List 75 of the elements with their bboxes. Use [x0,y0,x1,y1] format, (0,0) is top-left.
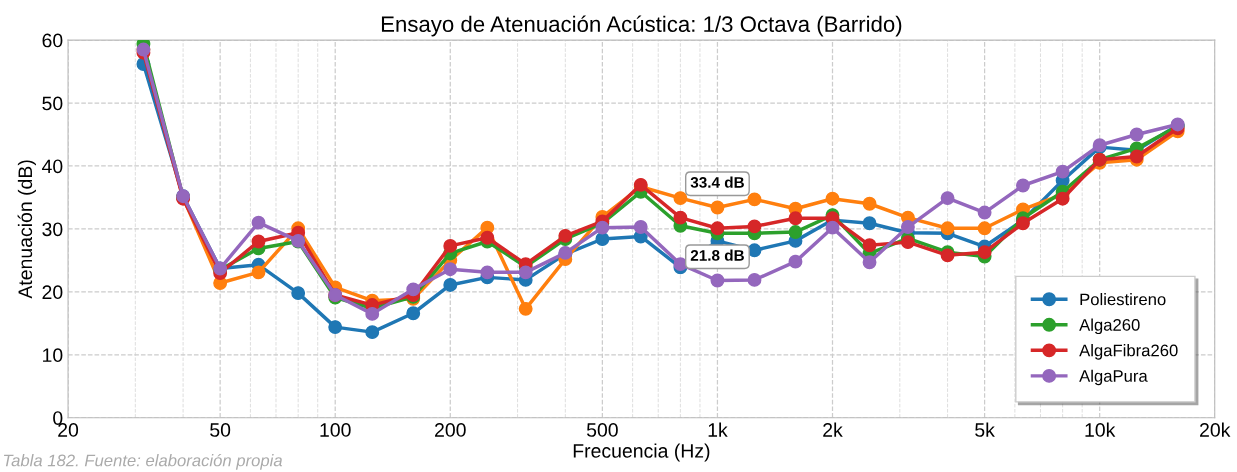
point [1055,164,1070,179]
point [480,265,495,280]
point [1016,178,1030,193]
point [900,220,915,234]
point [633,220,648,234]
point [1129,127,1144,142]
point [710,200,725,215]
x-tick-label: 20k [1200,422,1231,437]
point [328,320,343,335]
point [1055,191,1070,206]
x-tick-label: 2k [823,422,843,437]
annotation: 21.8 dB [690,249,744,261]
point [406,282,421,297]
legend-label: Alga260 [1079,318,1140,335]
point [443,238,458,253]
y-tick-label: 30 [42,222,63,237]
y-tick-label: 10 [43,348,63,363]
y-axis-title: Atenuación (dB) [17,160,36,299]
point [443,262,458,277]
legend-label: Poliestireno [1080,293,1166,306]
point [518,265,533,280]
y-tick-label: 0 [53,411,63,425]
legend-label: AlgaPura [1079,369,1148,386]
legend-label: AlgaFibra260 [1079,344,1178,360]
point [480,230,495,245]
annotation: 33.4 dB [690,176,744,188]
y-tick-label: 40 [41,159,63,174]
y-tick-label: 60 [42,33,63,48]
point [862,196,877,211]
point [977,245,992,260]
point [251,215,266,230]
point [365,306,380,321]
point [673,191,688,206]
chart-title: Ensayo de Atenuación Acústica: 1/3 Octava (Barrido) [381,15,902,37]
point [673,210,688,225]
point [558,228,573,243]
x-tick-label: 10k [1085,422,1116,437]
point [251,234,266,249]
x-tick-label: 100 [320,423,351,437]
y-tick-label: 50 [42,96,63,111]
point [710,221,725,236]
point [862,238,877,253]
point [747,219,762,234]
x-tick-label: 500 [586,423,618,437]
point [940,191,955,206]
point [862,255,877,270]
point [788,211,803,226]
point [862,216,877,231]
point [788,225,803,240]
point [251,265,266,280]
point [518,301,533,316]
point [747,272,762,287]
x-tick-label: 200 [435,423,466,437]
point [825,191,840,206]
point [940,221,955,236]
text: Tabla 182. Fuente: elaboración propia [3,453,283,470]
x-tick-label: 20 [58,423,79,437]
point [825,220,840,235]
point [406,306,421,321]
point [595,220,610,235]
point [365,325,380,340]
point [595,232,610,246]
x-tick-label: 50 [210,423,231,437]
point [977,205,992,220]
point [291,286,306,301]
point [747,192,762,207]
point [977,221,992,236]
point [900,235,915,250]
x-tick-label: 5k [975,422,995,437]
point [443,277,458,292]
y-tick-label: 20 [42,285,63,300]
x-tick-label: 1k [708,422,728,437]
x-axis-title: Frecuencia (Hz) [573,443,710,462]
point [710,273,725,288]
point [788,254,803,269]
